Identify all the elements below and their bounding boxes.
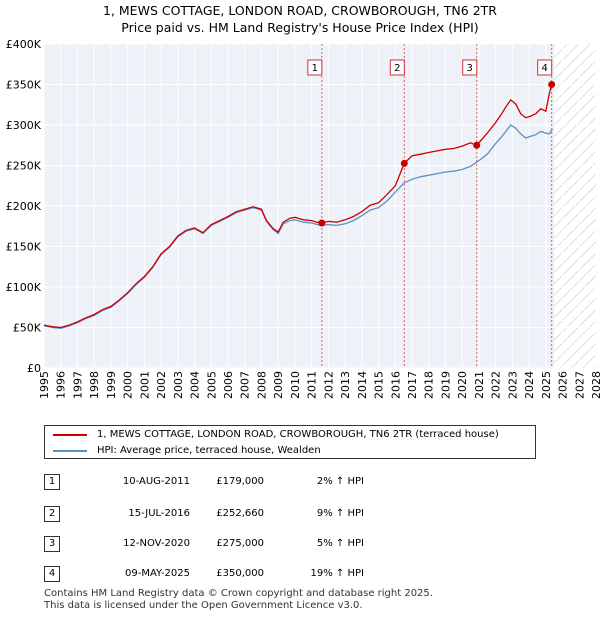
sale-number-label: 4 xyxy=(541,63,547,74)
sale-point xyxy=(548,81,556,88)
x-tick-label: 2006 xyxy=(222,371,235,399)
x-tick-label: 2027 xyxy=(573,371,586,399)
x-tick-label: 2009 xyxy=(272,371,285,399)
y-tick-label: £250K xyxy=(6,160,42,173)
x-tick-label: 2025 xyxy=(540,371,553,399)
y-tick-label: £200K xyxy=(6,200,42,213)
transaction-price: £179,000 xyxy=(216,476,264,487)
transaction-price: £252,660 xyxy=(216,508,264,519)
x-tick-label: 1998 xyxy=(88,371,101,399)
x-tick-label: 2017 xyxy=(406,371,419,399)
x-tick-label: 2019 xyxy=(439,371,452,399)
price-chart: 1 2 3 4 £0 £50K £100K £150K £200K £250K £300K £350K… xyxy=(6,38,600,399)
sale-number-box xyxy=(389,59,405,76)
sale-point xyxy=(400,159,408,167)
x-tick-label: 1999 xyxy=(105,371,118,399)
x-tick-label: 2004 xyxy=(189,371,202,399)
transaction-hpi-change: 2% ↑ HPI xyxy=(316,476,364,487)
x-tick-label: 1996 xyxy=(55,371,68,399)
x-tick-label: 2021 xyxy=(473,371,486,399)
x-tick-label: 2000 xyxy=(122,371,135,399)
footer-licence: This data is licensed under the Open Gov… xyxy=(44,600,363,611)
footer-attribution: Contains HM Land Registry data © Crown c… xyxy=(44,588,433,612)
x-tick-label: 2010 xyxy=(289,371,302,399)
y-tick-label: £100K xyxy=(6,281,42,294)
x-tick-label: 2022 xyxy=(490,371,503,399)
table-row: 1 10-AUG-2011 £179,000 2% ↑ HPI xyxy=(44,474,484,494)
y-tick-label: £300K xyxy=(6,119,42,132)
y-tick-label: £350K xyxy=(6,79,42,92)
x-tick-label: 1995 xyxy=(38,371,51,399)
transaction-hpi-change: 5% ↑ HPI xyxy=(316,538,364,549)
transaction-number-badge: 2 xyxy=(44,506,60,522)
x-tick-label: 2012 xyxy=(322,371,335,399)
sale-point xyxy=(318,219,326,227)
sale-number-label: 2 xyxy=(394,63,400,74)
y-tick-label: £0 xyxy=(27,362,41,375)
legend-swatch-property xyxy=(53,434,87,436)
legend-label-property: 1, MEWS COTTAGE, LONDON ROAD, CROWBOROUG… xyxy=(97,429,499,440)
sale-point xyxy=(473,141,481,149)
transaction-number-badge: 4 xyxy=(44,566,60,582)
x-tick-label: 2001 xyxy=(138,371,151,399)
legend-label-hpi: HPI: Average price, terraced house, Weal… xyxy=(97,445,321,456)
table-row: 4 09-MAY-2025 £350,000 19% ↑ HPI xyxy=(44,566,484,586)
table-row: 3 12-NOV-2020 £275,000 5% ↑ HPI xyxy=(44,536,484,556)
x-tick-label: 2003 xyxy=(172,371,185,399)
x-tick-label: 2013 xyxy=(339,371,352,399)
x-tick-label: 2002 xyxy=(155,371,168,399)
x-tick-label: 2024 xyxy=(523,371,536,399)
x-tick-label: 2026 xyxy=(557,371,570,399)
table-row: 2 15-JUL-2016 £252,660 9% ↑ HPI xyxy=(44,506,484,526)
x-tick-label: 2018 xyxy=(423,371,436,399)
chart-title: 1, MEWS COTTAGE, LONDON ROAD, CROWBOROUG… xyxy=(103,3,497,18)
x-tick-label: 2023 xyxy=(506,371,519,399)
transaction-price: £350,000 xyxy=(216,568,264,579)
x-tick-label: 2007 xyxy=(239,371,252,399)
x-tick-label: 2005 xyxy=(205,371,218,399)
sale-number-box xyxy=(462,59,478,76)
transaction-date: 15-JUL-2016 xyxy=(128,508,190,519)
y-tick-label: £400K xyxy=(6,38,42,51)
transaction-date: 10-AUG-2011 xyxy=(122,476,190,487)
transaction-price: £275,000 xyxy=(216,538,264,549)
transaction-number-badge: 3 xyxy=(44,536,60,552)
chart-subtitle: Price paid vs. HM Land Registry's House … xyxy=(121,20,479,35)
chart-legend: 1, MEWS COTTAGE, LONDON ROAD, CROWBOROUG… xyxy=(44,425,536,459)
y-tick-label: £150K xyxy=(6,241,42,254)
sale-number-box xyxy=(537,59,553,76)
x-tick-label: 2016 xyxy=(389,371,402,399)
x-tick-label: 2015 xyxy=(373,371,386,399)
legend-swatch-hpi xyxy=(53,450,87,452)
sale-number-label: 1 xyxy=(312,63,318,74)
transaction-date: 09-MAY-2025 xyxy=(124,568,190,579)
sale-number-box xyxy=(307,59,323,76)
sale-number-label: 3 xyxy=(467,63,473,74)
transaction-date: 12-NOV-2020 xyxy=(123,538,190,549)
x-tick-label: 2014 xyxy=(356,371,369,399)
chart-title-block: 1, MEWS COTTAGE, LONDON ROAD, CROWBOROUG… xyxy=(0,2,600,36)
y-tick-label: £50K xyxy=(13,322,42,335)
transaction-hpi-change: 9% ↑ HPI xyxy=(316,508,364,519)
transaction-hpi-change: 19% ↑ HPI xyxy=(310,568,364,579)
transaction-number-badge: 1 xyxy=(44,474,60,490)
footer-copyright: Contains HM Land Registry data © Crown c… xyxy=(44,588,433,599)
x-tick-label: 2008 xyxy=(255,371,268,399)
x-tick-label: 2020 xyxy=(456,371,469,399)
x-tick-label: 2028 xyxy=(590,371,600,399)
x-tick-label: 1997 xyxy=(71,371,84,399)
x-tick-label: 2011 xyxy=(306,371,319,399)
